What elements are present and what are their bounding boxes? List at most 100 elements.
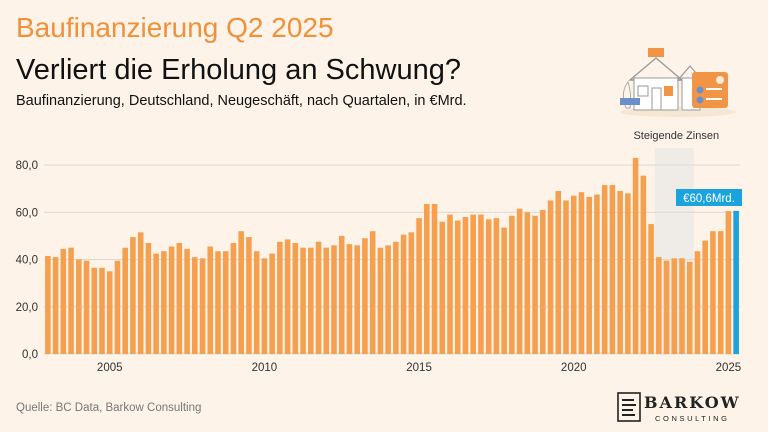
bar — [114, 260, 121, 354]
bar — [516, 208, 523, 354]
bar — [168, 246, 175, 354]
bar — [594, 194, 600, 354]
bar — [161, 251, 167, 354]
bar — [269, 253, 275, 354]
bar — [52, 257, 59, 354]
bar — [60, 248, 67, 354]
bar — [331, 245, 337, 354]
bar — [424, 203, 430, 354]
bar — [292, 242, 299, 354]
chart-title: Baufinanzierung Q2 2025 — [16, 12, 334, 43]
bar — [199, 258, 206, 354]
bar — [640, 175, 647, 354]
bar — [509, 215, 515, 354]
bar — [308, 247, 314, 354]
bar — [106, 271, 113, 354]
bar — [485, 219, 492, 354]
bar — [439, 221, 446, 354]
bar — [454, 220, 461, 354]
bar — [137, 232, 144, 354]
bar — [176, 242, 183, 354]
x-tick-label: 2015 — [406, 362, 432, 374]
bar — [671, 258, 678, 354]
y-tick-label: 20,0 — [16, 302, 38, 314]
bar — [83, 260, 90, 354]
bar — [710, 231, 716, 354]
bar — [377, 247, 384, 354]
bar — [284, 239, 291, 354]
bar — [145, 242, 152, 354]
x-tick-label: 2025 — [716, 362, 742, 374]
bar — [686, 261, 693, 354]
y-tick-label: 80,0 — [16, 160, 38, 172]
bar — [702, 240, 708, 354]
bar — [130, 237, 136, 354]
bar — [99, 267, 105, 354]
x-tick-label: 2020 — [561, 362, 587, 374]
bar — [300, 247, 306, 354]
callout-box — [676, 189, 742, 206]
bar — [253, 251, 260, 354]
bar — [68, 247, 74, 354]
bar — [184, 248, 190, 354]
bar — [215, 251, 221, 354]
bar — [246, 237, 252, 354]
bar — [207, 246, 214, 354]
bar — [501, 227, 507, 354]
bar — [153, 253, 159, 354]
chart-headline: Verliert die Erholung an Schwung? — [16, 54, 461, 86]
bar — [694, 251, 701, 354]
bar — [656, 257, 662, 354]
x-tick-label: 2010 — [252, 362, 278, 374]
bar — [609, 185, 616, 354]
logo-wordmark: BARKOW — [644, 393, 741, 412]
bar — [586, 196, 592, 354]
bar — [563, 200, 569, 354]
bar — [315, 241, 322, 354]
bar — [532, 215, 538, 354]
bar — [91, 267, 98, 354]
bar — [261, 258, 268, 354]
bar — [400, 234, 407, 354]
bar — [346, 244, 353, 354]
bar — [717, 231, 724, 354]
bar — [416, 218, 422, 354]
shaded-period-label: Steigende Zinsen — [633, 130, 719, 142]
bar — [192, 257, 198, 354]
bar — [493, 218, 500, 354]
y-tick-label: 0,0 — [22, 349, 38, 361]
bar — [578, 192, 585, 354]
source-note: Quelle: BC Data, Barkow Consulting — [16, 402, 202, 414]
bar — [725, 211, 732, 354]
bar — [393, 241, 399, 354]
y-tick-label: 40,0 — [16, 255, 38, 267]
bar — [462, 216, 469, 354]
bar — [632, 157, 639, 354]
bar — [76, 259, 82, 354]
bar — [122, 247, 128, 354]
bar — [277, 241, 283, 354]
bar-latest — [733, 210, 739, 354]
callout-label: €60,6Mrd. — [683, 193, 735, 205]
x-tick-label: 2005 — [97, 362, 123, 374]
bar — [478, 214, 484, 354]
bar — [238, 231, 244, 354]
house-finance-illustration — [620, 48, 736, 117]
bar — [385, 245, 391, 354]
bar — [570, 195, 577, 354]
bar — [323, 247, 330, 354]
bar — [617, 190, 623, 354]
bar — [524, 212, 531, 354]
bar — [547, 200, 554, 354]
chart-subtitle: Baufinanzierung, Deutschland, Neugeschäf… — [16, 93, 467, 109]
bar — [408, 232, 415, 354]
bar — [362, 238, 368, 354]
bar — [369, 231, 376, 354]
bar — [230, 242, 237, 354]
bar — [679, 258, 685, 354]
barkow-logo: BARKOW CONSULTING — [617, 392, 751, 428]
bar — [222, 251, 229, 354]
bar — [447, 214, 453, 354]
bar — [601, 185, 608, 354]
